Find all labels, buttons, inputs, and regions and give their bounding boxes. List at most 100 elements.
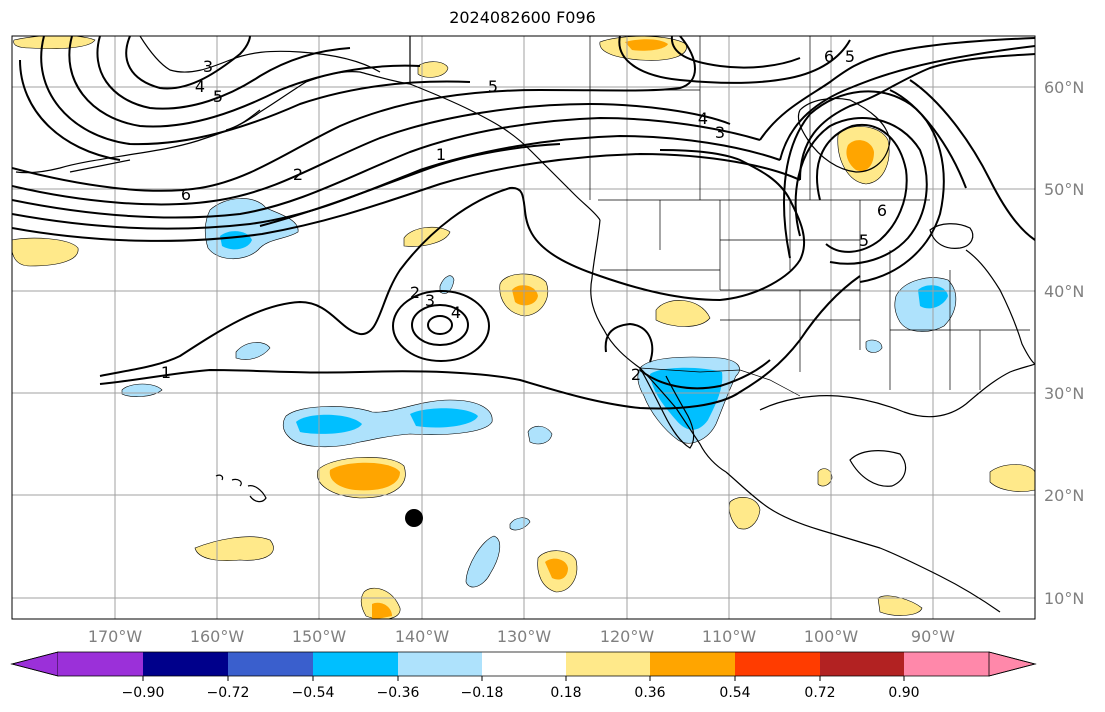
contour-line <box>794 117 928 265</box>
border-us-mexico <box>639 367 801 397</box>
map-title: 2024082600 F096 <box>449 8 596 27</box>
coastline-west-canada <box>409 83 601 221</box>
coastline-baja <box>639 367 695 449</box>
fill-positive-region <box>403 226 451 247</box>
contour-label: 1 <box>436 145 446 164</box>
colorbar-segment <box>398 652 482 676</box>
fill-positive-region <box>194 536 274 561</box>
contour-line <box>639 359 771 390</box>
lon-label: 140°W <box>395 627 450 646</box>
contour-line <box>12 134 781 230</box>
contour-label: 3 <box>425 291 435 310</box>
contour-line <box>670 36 801 69</box>
colorbar-tick-label: 0.90 <box>888 685 919 701</box>
contour-line <box>96 36 351 110</box>
colorbar-segment <box>735 652 820 676</box>
colorbar-segment <box>58 652 143 676</box>
fill-positive-region <box>655 300 711 327</box>
fill-positive-region <box>12 237 79 267</box>
lon-label: 130°W <box>497 627 552 646</box>
contour-line <box>125 36 251 90</box>
lat-label: 50°N <box>1044 180 1084 199</box>
coastline-atlantic <box>965 249 1035 365</box>
colorbar-segment <box>904 652 989 676</box>
fill-positive-region <box>545 558 568 580</box>
longitude-labels: 170°W 160°W 150°W 140°W 130°W 120°W 110°… <box>88 627 955 646</box>
fill-positive-region <box>417 61 449 78</box>
lon-label: 170°W <box>88 627 143 646</box>
fill-positive-region <box>877 595 923 616</box>
contour-line <box>40 36 471 146</box>
contour-line <box>392 290 490 362</box>
fill-positive-region <box>329 462 400 491</box>
border-states <box>600 200 1030 390</box>
colorbar-tick-label: −0.18 <box>461 685 504 701</box>
fill-negative-region <box>235 342 271 360</box>
contour-line <box>618 36 851 84</box>
lon-label: 160°W <box>190 627 245 646</box>
colorbar-outline <box>10 651 1037 677</box>
fill-positive-region <box>817 468 833 487</box>
contour-line <box>815 123 908 253</box>
contour-line <box>604 322 654 363</box>
fill-positive-region <box>512 285 538 306</box>
contour-label: 5 <box>213 87 223 106</box>
contour-line <box>12 152 801 242</box>
fill-negative-region <box>439 275 455 294</box>
lat-label: 20°N <box>1044 486 1084 505</box>
contour-label: 4 <box>451 303 461 322</box>
colorbar-tick-label: 0.36 <box>634 685 665 701</box>
latitude-labels: 60°N 50°N 40°N 30°N 20°N 10°N <box>1044 78 1084 608</box>
colorbar-tick-label: −0.72 <box>207 685 250 701</box>
lon-label: 90°W <box>911 627 955 646</box>
colorbar-tick-label: 0.72 <box>804 685 835 701</box>
colorbar-segment <box>650 652 735 676</box>
contour-line <box>19 59 121 161</box>
coastline-gulf <box>759 363 1035 418</box>
fill-positive-region <box>13 36 96 50</box>
contour-line <box>889 89 967 189</box>
lon-label: 120°W <box>600 627 655 646</box>
colorbar-extend-right <box>988 651 1037 677</box>
lon-label: 100°W <box>804 627 859 646</box>
lat-label: 60°N <box>1044 78 1084 97</box>
colorbar-segment <box>482 652 566 676</box>
contour-label: 5 <box>845 47 855 66</box>
colorbar-segment <box>820 652 904 676</box>
contour-label: 5 <box>859 231 869 250</box>
fill-positive-region <box>989 464 1035 492</box>
contour-label: 5 <box>488 77 498 96</box>
colorbar-tick-label: −0.36 <box>377 685 420 701</box>
coastline-hawaii <box>215 474 267 503</box>
contour-line <box>12 102 731 206</box>
fill-negative-region <box>296 414 362 434</box>
contour-label: 3 <box>203 57 213 76</box>
coastline-mexico <box>725 471 1001 613</box>
colorbar-tick-label: −0.90 <box>122 685 165 701</box>
contour-line <box>259 143 561 227</box>
contour-label: 2 <box>631 365 641 384</box>
coastline-aleutians <box>69 109 261 173</box>
storm-center-marker <box>405 509 423 527</box>
colorbar-segment <box>228 652 313 676</box>
colorbar-segment <box>143 652 228 676</box>
colorbar-tick-label: 0.18 <box>550 685 581 701</box>
contour-label: 1 <box>161 363 171 382</box>
colorbar-extend-left <box>10 651 59 677</box>
fill-negative-region <box>509 517 531 531</box>
coastline-hudson-bay <box>797 97 891 173</box>
contour-line <box>909 79 1035 241</box>
contour-line <box>411 304 469 346</box>
fill-positive-region <box>372 602 392 619</box>
coastline-yucatan <box>849 450 907 487</box>
fill-positive-region <box>625 39 668 51</box>
gridlines <box>12 36 1035 619</box>
fill-negative-region <box>527 425 553 445</box>
contour-line <box>759 37 1035 141</box>
fill-negative-region <box>865 339 883 353</box>
colorbar: −0.90 −0.72 −0.54 −0.36 −0.18 0.18 0.36 … <box>10 651 1037 701</box>
fill-positive-region <box>846 140 874 172</box>
contour-label: 6 <box>877 201 887 220</box>
lat-label: 30°N <box>1044 384 1084 403</box>
